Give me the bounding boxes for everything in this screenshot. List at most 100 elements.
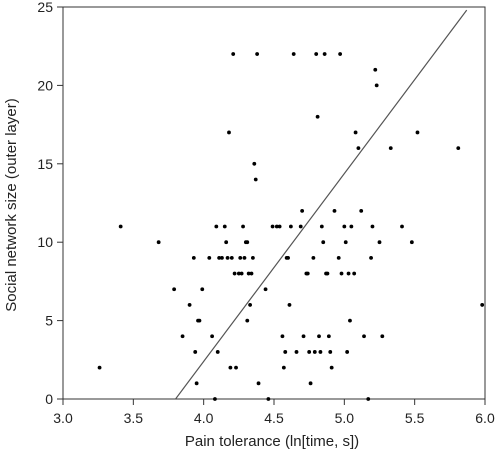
data-point bbox=[300, 208, 305, 213]
data-point bbox=[294, 350, 299, 354]
data-point bbox=[329, 365, 334, 370]
x-tick-label: 3.0 bbox=[53, 410, 73, 426]
data-point bbox=[353, 130, 358, 135]
data-point bbox=[312, 350, 317, 354]
data-point bbox=[286, 255, 290, 260]
data-point bbox=[362, 334, 366, 339]
data-point bbox=[349, 224, 354, 229]
data-point bbox=[266, 397, 271, 401]
data-point bbox=[328, 350, 333, 354]
data-point bbox=[251, 255, 255, 260]
data-point bbox=[245, 318, 250, 323]
y-tick-label: 5 bbox=[45, 313, 53, 329]
data-point bbox=[248, 303, 252, 307]
data-point bbox=[343, 240, 348, 245]
data-point bbox=[263, 287, 268, 292]
data-point bbox=[228, 365, 233, 370]
x-tick-label: 5.5 bbox=[405, 410, 425, 426]
data-point bbox=[326, 334, 331, 339]
x-tick-label: 3.5 bbox=[124, 410, 144, 426]
data-point bbox=[415, 130, 420, 135]
data-point bbox=[180, 334, 185, 339]
data-point bbox=[214, 224, 219, 229]
data-point bbox=[388, 146, 393, 151]
data-point bbox=[314, 52, 319, 56]
data-point bbox=[222, 224, 227, 229]
data-point bbox=[242, 255, 247, 260]
data-point bbox=[400, 224, 404, 229]
data-point bbox=[456, 146, 461, 151]
data-point bbox=[374, 83, 379, 88]
y-tick-label: 0 bbox=[45, 391, 53, 407]
data-point bbox=[377, 240, 382, 245]
data-point bbox=[315, 114, 320, 119]
data-point bbox=[369, 255, 373, 260]
data-point bbox=[241, 224, 245, 229]
data-point bbox=[321, 240, 326, 245]
data-point bbox=[200, 287, 205, 292]
data-point bbox=[215, 350, 220, 354]
data-point bbox=[193, 350, 198, 354]
data-point bbox=[207, 255, 212, 260]
data-point bbox=[118, 224, 123, 229]
data-point bbox=[232, 271, 237, 276]
data-point bbox=[409, 240, 414, 245]
data-point bbox=[217, 255, 222, 260]
data-point bbox=[270, 224, 275, 229]
data-point bbox=[156, 240, 161, 245]
data-point bbox=[220, 255, 224, 260]
data-point bbox=[332, 208, 337, 213]
data-point bbox=[231, 52, 236, 56]
data-point bbox=[256, 381, 261, 386]
data-point bbox=[352, 271, 357, 276]
y-tick-label: 10 bbox=[37, 234, 53, 250]
data-point bbox=[225, 255, 230, 260]
data-point bbox=[210, 334, 215, 339]
data-point bbox=[307, 350, 312, 354]
data-point bbox=[480, 303, 485, 307]
y-tick-label: 25 bbox=[37, 0, 53, 15]
data-point bbox=[224, 240, 229, 245]
y-axis-title: Social network size (outer layer) bbox=[3, 98, 20, 311]
data-point bbox=[318, 350, 323, 354]
data-point bbox=[194, 381, 199, 386]
data-point bbox=[308, 381, 313, 386]
data-point bbox=[356, 146, 361, 151]
x-tick-label: 5.0 bbox=[335, 410, 355, 426]
data-point bbox=[274, 224, 279, 229]
data-point bbox=[366, 397, 371, 401]
data-point bbox=[249, 271, 254, 276]
data-point bbox=[373, 67, 378, 72]
data-point bbox=[305, 271, 310, 276]
data-point bbox=[281, 365, 286, 370]
data-point bbox=[245, 240, 250, 245]
data-point bbox=[370, 224, 375, 229]
tick-labels: 3.0 3.5 4.0 4.5 5.0 5.5 6.0 0 5 10 15 20 25 bbox=[37, 0, 495, 426]
data-point bbox=[339, 271, 344, 276]
data-point bbox=[187, 303, 192, 307]
data-point bbox=[277, 224, 282, 229]
data-point bbox=[345, 350, 350, 354]
plot-area bbox=[62, 6, 486, 400]
x-tick-label: 4.5 bbox=[264, 410, 284, 426]
y-tick-label: 15 bbox=[37, 156, 53, 172]
data-point bbox=[191, 255, 196, 260]
data-point bbox=[342, 224, 347, 229]
data-point bbox=[227, 130, 231, 135]
data-point bbox=[338, 52, 343, 56]
data-point bbox=[280, 334, 285, 339]
data-point bbox=[298, 224, 303, 229]
data-point bbox=[359, 208, 364, 213]
data-point bbox=[380, 334, 385, 339]
data-point bbox=[97, 365, 102, 370]
data-point bbox=[322, 52, 327, 56]
data-point bbox=[346, 271, 351, 276]
data-point bbox=[319, 224, 324, 229]
data-point bbox=[246, 271, 251, 276]
data-point bbox=[213, 397, 217, 401]
data-point bbox=[172, 287, 177, 292]
x-axis-title: Pain tolerance (ln[time, s]) bbox=[185, 433, 359, 450]
data-point bbox=[255, 52, 260, 56]
